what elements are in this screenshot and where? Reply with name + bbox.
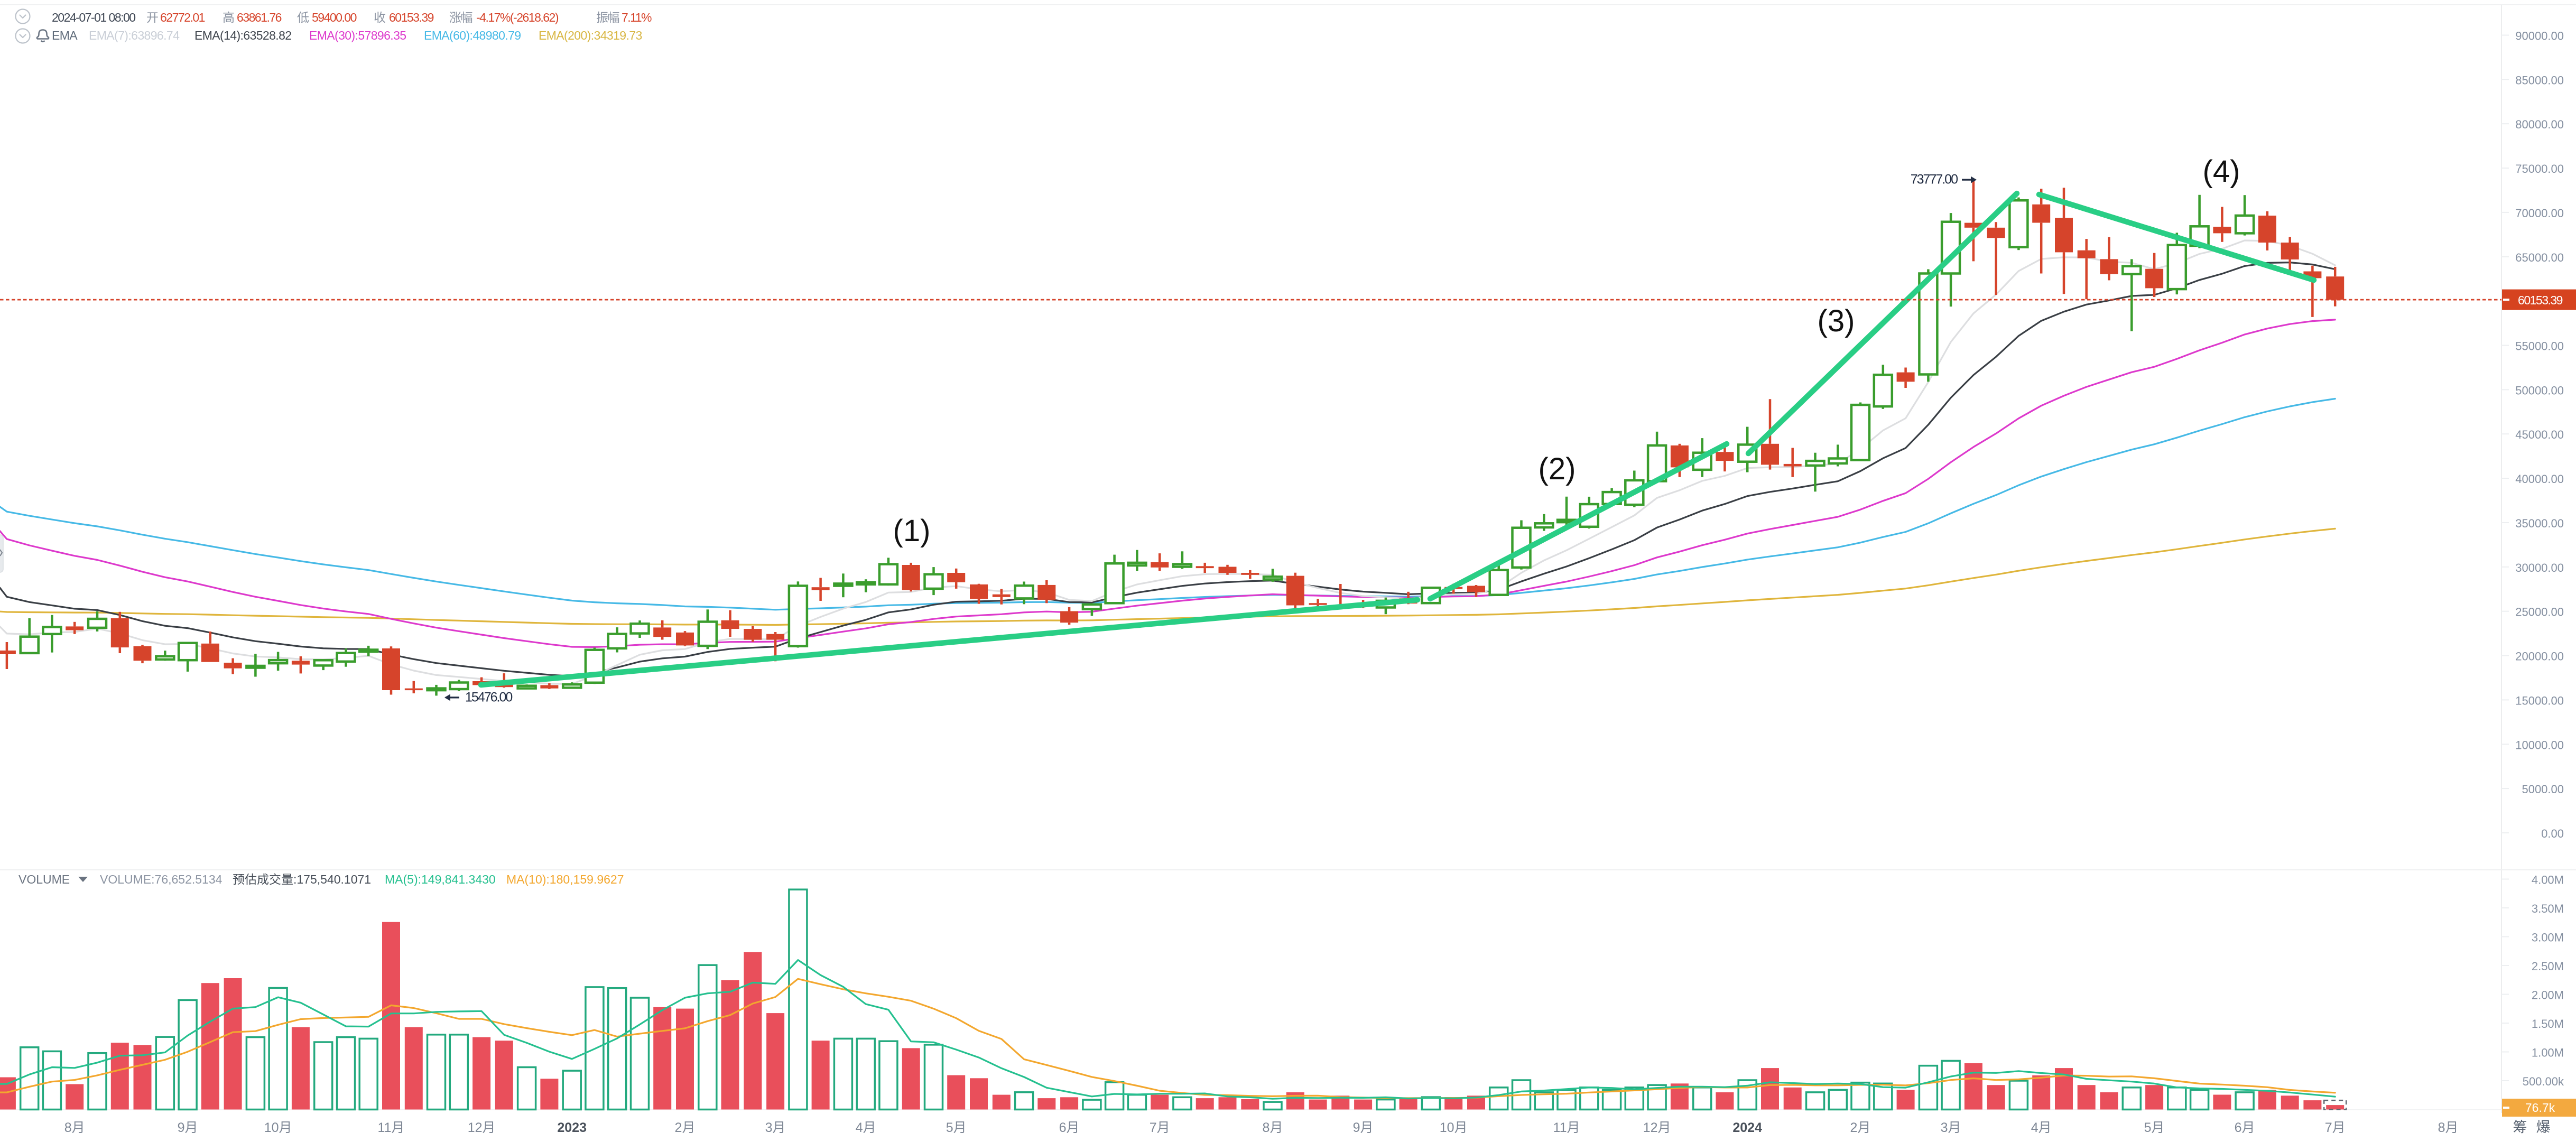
svg-text:EMA: EMA	[52, 29, 78, 42]
svg-text:(4): (4)	[2203, 154, 2240, 189]
svg-text:4月: 4月	[2031, 1120, 2052, 1135]
svg-text:10000.00: 10000.00	[2515, 738, 2564, 751]
svg-text:0.00: 0.00	[2541, 827, 2564, 840]
svg-text:15000.00: 15000.00	[2515, 694, 2564, 707]
svg-text:70000.00: 70000.00	[2515, 207, 2564, 220]
svg-text:8月: 8月	[1263, 1120, 1283, 1135]
svg-text:EMA(60):48980.79: EMA(60):48980.79	[424, 29, 521, 42]
svg-text:73777.00: 73777.00	[1911, 172, 1958, 187]
svg-text:11月: 11月	[1553, 1120, 1580, 1135]
svg-text:7月: 7月	[2325, 1120, 2346, 1135]
svg-text:振幅: 振幅	[596, 11, 619, 24]
svg-text:3.50M: 3.50M	[2532, 902, 2564, 915]
svg-text:MA(5):149,841.3430: MA(5):149,841.3430	[385, 872, 496, 886]
svg-text:76.7k: 76.7k	[2525, 1101, 2555, 1115]
svg-text:涨幅: 涨幅	[449, 11, 472, 24]
svg-text:5月: 5月	[946, 1120, 967, 1135]
svg-text:7.11%: 7.11%	[622, 11, 652, 24]
svg-text:40000.00: 40000.00	[2515, 472, 2564, 486]
svg-text:4.00M: 4.00M	[2532, 874, 2564, 887]
svg-text:EMA(7):63896.74: EMA(7):63896.74	[89, 29, 180, 42]
svg-text:10月: 10月	[1440, 1120, 1468, 1135]
svg-text:筹: 筹	[2513, 1119, 2527, 1135]
svg-text:45000.00: 45000.00	[2515, 428, 2564, 441]
svg-text:65000.00: 65000.00	[2515, 251, 2564, 264]
svg-text:55000.00: 55000.00	[2515, 340, 2564, 353]
svg-text:10月: 10月	[264, 1120, 292, 1135]
svg-text:2023: 2023	[557, 1120, 587, 1135]
svg-text:500.00k: 500.00k	[2523, 1075, 2564, 1088]
svg-text:EMA(200):34319.73: EMA(200):34319.73	[539, 29, 642, 42]
svg-text:2月: 2月	[1850, 1120, 1871, 1135]
svg-text:2月: 2月	[675, 1120, 696, 1135]
svg-text:75000.00: 75000.00	[2515, 162, 2564, 175]
svg-text:1.50M: 1.50M	[2532, 1017, 2564, 1030]
svg-text:预估成交量:175,540.1071: 预估成交量:175,540.1071	[233, 872, 371, 886]
svg-text:EMA(14):63528.82: EMA(14):63528.82	[194, 29, 291, 42]
svg-text:(3): (3)	[1818, 304, 1855, 338]
svg-text:2.50M: 2.50M	[2532, 960, 2564, 973]
svg-text:6月: 6月	[1059, 1120, 1080, 1135]
svg-text:50000.00: 50000.00	[2515, 384, 2564, 397]
svg-text:63861.76: 63861.76	[237, 11, 282, 24]
svg-text:(2): (2)	[1539, 452, 1576, 486]
svg-text:2024-07-01 08:00: 2024-07-01 08:00	[52, 11, 135, 24]
svg-text:低: 低	[297, 11, 309, 24]
svg-text:1.00M: 1.00M	[2532, 1046, 2564, 1060]
svg-text:80000.00: 80000.00	[2515, 118, 2564, 131]
svg-text:8月: 8月	[2438, 1120, 2459, 1135]
svg-text:MA(10):180,159.9627: MA(10):180,159.9627	[506, 872, 624, 886]
svg-text:爆: 爆	[2536, 1119, 2551, 1135]
svg-text:25000.00: 25000.00	[2515, 606, 2564, 619]
svg-text:9月: 9月	[178, 1120, 198, 1135]
svg-text:7月: 7月	[1150, 1120, 1170, 1135]
svg-text:EMA(30):57896.35: EMA(30):57896.35	[309, 29, 406, 42]
svg-text:90000.00: 90000.00	[2515, 30, 2564, 43]
svg-text:3月: 3月	[1941, 1120, 1961, 1135]
svg-text:9月: 9月	[1353, 1120, 1374, 1135]
svg-text:62772.01: 62772.01	[160, 11, 205, 24]
svg-text:3.00M: 3.00M	[2532, 931, 2564, 944]
svg-text:85000.00: 85000.00	[2515, 73, 2564, 87]
svg-text:30000.00: 30000.00	[2515, 561, 2564, 574]
svg-text:2.00M: 2.00M	[2532, 989, 2564, 1002]
svg-text:8月: 8月	[64, 1120, 85, 1135]
svg-text:高: 高	[223, 11, 234, 24]
svg-text:收: 收	[374, 11, 386, 24]
svg-text:6月: 6月	[2235, 1120, 2255, 1135]
svg-text:60153.39: 60153.39	[2518, 293, 2563, 307]
svg-text:20000.00: 20000.00	[2515, 650, 2564, 663]
svg-text:59400.00: 59400.00	[312, 11, 357, 24]
svg-text:开: 开	[146, 11, 158, 24]
svg-text:12月: 12月	[1643, 1120, 1671, 1135]
svg-text:4月: 4月	[856, 1120, 876, 1135]
svg-text:VOLUME:76,652.5134: VOLUME:76,652.5134	[100, 872, 223, 886]
svg-text:3月: 3月	[765, 1120, 786, 1135]
svg-text:35000.00: 35000.00	[2515, 517, 2564, 530]
svg-text:(1): (1)	[893, 514, 931, 548]
svg-text:60153.39: 60153.39	[389, 11, 434, 24]
svg-text:-4.17%(-2618.62): -4.17%(-2618.62)	[476, 11, 559, 24]
svg-text:2024: 2024	[1732, 1120, 1762, 1135]
svg-text:VOLUME: VOLUME	[18, 872, 70, 886]
svg-text:5000.00: 5000.00	[2522, 783, 2564, 796]
svg-text:5月: 5月	[2144, 1120, 2165, 1135]
svg-text:15476.00: 15476.00	[465, 690, 512, 704]
svg-text:12月: 12月	[468, 1120, 496, 1135]
svg-text:11月: 11月	[378, 1120, 405, 1135]
